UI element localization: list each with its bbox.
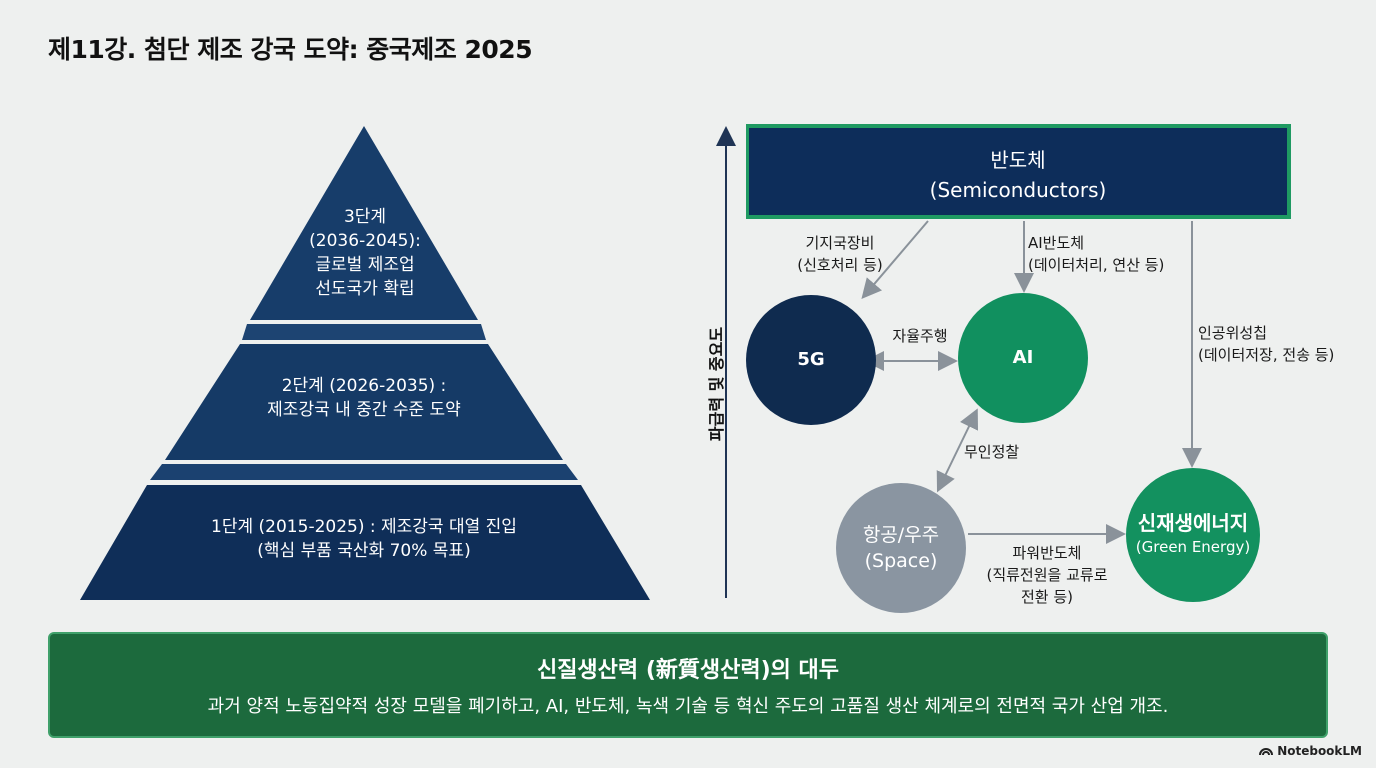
page-title: 제11강. 첨단 제조 강국 도약: 중국제조 2025 xyxy=(48,35,533,64)
edge-label-power: 파워반도체 (직류전원을 교류로 전환 등) xyxy=(986,544,1108,606)
banner-title: 신질생산력 (新質생산력)의 대두 xyxy=(536,658,840,683)
node-space: 항공/우주 (Space) xyxy=(836,483,966,613)
summary-banner: 신질생산력 (新質생산력)의 대두 과거 양적 노동집약적 성장 모델을 폐기하… xyxy=(48,632,1328,738)
notebooklm-logo-icon xyxy=(1259,748,1274,756)
pyramid-tier-2 xyxy=(165,344,563,460)
pyramid-gap-2 xyxy=(150,464,578,480)
arrow-semis-5g xyxy=(861,220,929,300)
pyramid-graphic xyxy=(80,126,650,600)
edge-label-drone: 무인정찰 xyxy=(964,443,1020,461)
node-ai: AI xyxy=(958,293,1088,423)
edge-label-ai-chip: AI반도체 (데이터처리, 연산 등) xyxy=(1028,234,1165,274)
pyramid-gap-3 xyxy=(242,324,486,340)
arrow-space-ai xyxy=(936,408,979,493)
banner-body: 과거 양적 노동집약적 성장 모델을 폐기하고, AI, 반도체, 녹색 기술 … xyxy=(207,696,1169,717)
tier-3-text: 3단계 (2036-2045): 글로벌 제조업 선도국가 확립 xyxy=(309,207,421,299)
edge-label-base-station: 기지국장비 (신호처리 등) xyxy=(797,234,883,274)
node-green-energy: 신재생에너지 (Green Energy) xyxy=(1126,468,1260,602)
node-5g: 5G xyxy=(746,295,876,425)
edge-label-autonomous: 자율주행 xyxy=(892,327,948,345)
tier-1-text: 1단계 (2015-2025) : 제조강국 대열 진입 (핵심 부품 국산화 … xyxy=(211,517,517,561)
pyramid-tier-1 xyxy=(80,485,650,600)
brand-watermark: NotebookLM xyxy=(1259,744,1362,758)
semiconductors-box: 반도체 (Semiconductors) xyxy=(746,124,1291,219)
tier-2-text: 2단계 (2026-2035) : 제조강국 내 중간 수준 도약 xyxy=(267,376,461,420)
axis-label: 파급력 및 중요도 xyxy=(707,326,726,442)
edge-label-satellite: 인공위성칩 (데이터저장, 전송 등) xyxy=(1198,324,1335,364)
pyramid-tier-3 xyxy=(250,126,478,320)
